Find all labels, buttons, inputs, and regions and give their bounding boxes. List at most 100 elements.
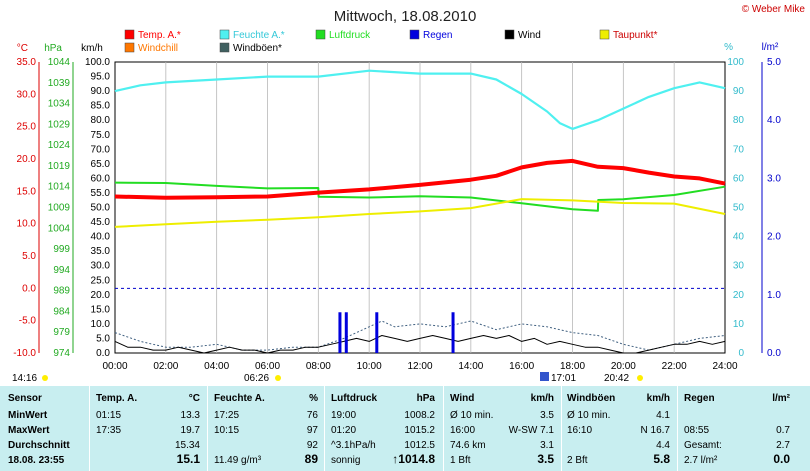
temp-tick-label: 35.0 xyxy=(17,57,37,68)
legend-swatch xyxy=(219,42,230,53)
pressure-tick-label: 1039 xyxy=(48,78,71,89)
x-tick-label: 16:00 xyxy=(509,361,534,372)
temp-tick-label: -10.0 xyxy=(13,348,36,359)
x-tick-label: 00:00 xyxy=(102,361,127,372)
table-cell: 89 xyxy=(304,452,318,466)
temp-tick-label: 0.0 xyxy=(22,283,36,294)
rain-bar xyxy=(451,312,455,353)
table-cell: % xyxy=(309,393,318,404)
table-cell: 01:15 xyxy=(96,410,122,421)
speed-tick-label: 40.0 xyxy=(91,232,111,243)
table-cell: 19.7 xyxy=(180,425,200,436)
pressure-tick-label: 1014 xyxy=(48,182,71,193)
table-cell: 01:20 xyxy=(331,425,357,436)
series-temp-a xyxy=(114,158,726,200)
table-cell: Wind xyxy=(450,393,475,404)
rain-tick-label: 4.0 xyxy=(767,115,781,126)
rain-tick-label: 3.0 xyxy=(767,173,781,184)
humidity-tick-label: 80 xyxy=(733,115,745,126)
humidity-tick-label: 70 xyxy=(733,144,745,155)
left-time-marker: 14:16 xyxy=(12,373,37,384)
table-cell: Sensor xyxy=(8,393,42,404)
table-cell: MinWert xyxy=(8,410,48,421)
speed-tick-label: 75.0 xyxy=(91,130,111,141)
table-cell: 1012.5 xyxy=(404,440,435,451)
series-windb-en xyxy=(114,320,726,351)
pressure-tick-label: 979 xyxy=(53,327,70,338)
table-cell: 3.5 xyxy=(537,452,554,466)
pressure-tick-label: 1019 xyxy=(48,161,71,172)
pressure-tick-label: 984 xyxy=(53,306,70,317)
sun-icon xyxy=(637,375,643,381)
table-cell: 3.1 xyxy=(540,440,554,451)
table-cell: 1 Bft xyxy=(450,455,471,466)
speed-tick-label: 55.0 xyxy=(91,188,111,199)
speed-tick-label: 5.0 xyxy=(96,333,110,344)
x-tick-label: 18:00 xyxy=(560,361,585,372)
grid-lines xyxy=(115,62,725,353)
copyright-label: © Weber Mike xyxy=(742,4,806,15)
rain-bar xyxy=(375,312,379,353)
speed-tick-label: 10.0 xyxy=(91,319,111,330)
legend-swatch xyxy=(124,42,135,53)
table-cell: 3.5 xyxy=(540,410,554,421)
table-cell: 15.1 xyxy=(176,452,200,466)
table-cell: km/h xyxy=(646,393,670,404)
pressure-tick-label: 994 xyxy=(53,265,70,276)
x-tick-label: 08:00 xyxy=(306,361,331,372)
temp-tick-label: 25.0 xyxy=(17,122,37,133)
data-series xyxy=(114,69,726,354)
humidity-tick-label: 90 xyxy=(733,86,745,97)
x-tick-label: 22:00 xyxy=(662,361,687,372)
table-cell: 10:15 xyxy=(214,425,240,436)
speed-tick-label: 85.0 xyxy=(91,101,111,112)
pressure-unit-label: hPa xyxy=(44,43,62,54)
series-wind xyxy=(114,335,726,354)
legend-swatch xyxy=(219,29,230,40)
table-cell: Temp. A. xyxy=(96,393,138,404)
rain-tick-label: 1.0 xyxy=(767,290,781,301)
table-cell: 4.1 xyxy=(656,410,670,421)
chart-title: Mittwoch, 18.08.2010 xyxy=(334,8,477,25)
table-cell: 97 xyxy=(306,425,318,436)
table-cell: 2 Bft xyxy=(567,455,588,466)
pressure-tick-label: 1004 xyxy=(48,223,71,234)
humidity-unit-label: % xyxy=(724,42,733,53)
table-cell: 4.4 xyxy=(656,440,670,451)
rain-start-icon xyxy=(540,372,549,381)
table-cell: 18.08. 23:55 xyxy=(8,455,65,466)
speed-tick-label: 80.0 xyxy=(91,115,111,126)
pressure-tick-label: 1029 xyxy=(48,119,71,130)
humidity-tick-label: 60 xyxy=(733,173,745,184)
legend-swatch xyxy=(409,29,420,40)
sun-icon xyxy=(275,375,281,381)
series-luftdruck xyxy=(114,181,726,212)
table-cell: 15.34 xyxy=(174,440,200,451)
rain-start-marker: 17:01 xyxy=(551,373,576,384)
humidity-tick-label: 0 xyxy=(738,348,744,359)
legend-label: Feuchte A.* xyxy=(233,30,285,41)
speed-tick-label: 30.0 xyxy=(91,261,111,272)
table-cell: Feuchte A. xyxy=(214,393,265,404)
temp-tick-label: 30.0 xyxy=(17,89,37,100)
x-tick-label: 20:00 xyxy=(611,361,636,372)
table-cell: ↑1014.8 xyxy=(392,452,435,466)
table-cell: 13.3 xyxy=(180,410,200,421)
table-cell: °C xyxy=(188,393,200,404)
x-tick-label: 10:00 xyxy=(357,361,382,372)
sunrise-marker: 06:26 xyxy=(244,373,269,384)
legend-swatch xyxy=(599,29,610,40)
speed-tick-label: 45.0 xyxy=(91,217,111,228)
pressure-tick-label: 999 xyxy=(53,244,70,255)
x-tick-label: 24:00 xyxy=(712,361,737,372)
legend-label: Windböen* xyxy=(233,43,282,54)
table-cell: 2.7 l/m² xyxy=(684,455,718,466)
speed-tick-label: 100.0 xyxy=(85,57,110,68)
table-cell: Luftdruck xyxy=(331,393,378,404)
table-cell: N 16.7 xyxy=(640,425,670,436)
table-cell: ^3.1hPa/h xyxy=(331,440,376,451)
table-cell: 11.49 g/m³ xyxy=(214,455,262,466)
x-tick-label: 04:00 xyxy=(204,361,229,372)
legend-label: Wind xyxy=(518,30,541,41)
humidity-tick-label: 20 xyxy=(733,290,745,301)
